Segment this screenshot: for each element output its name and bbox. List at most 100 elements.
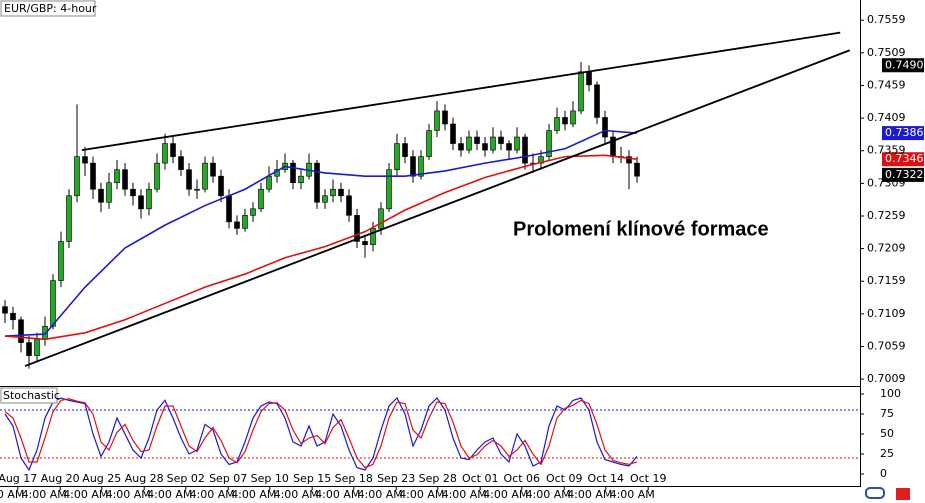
candle-body <box>178 156 184 170</box>
y-tick-label: 0.7259 <box>867 209 906 222</box>
candle-body <box>362 241 368 246</box>
candle-body <box>138 195 144 210</box>
candle-body <box>114 169 120 184</box>
candle-body <box>474 136 480 144</box>
y-tick-label: 0.7509 <box>867 46 906 59</box>
x-time-label: 4:00 AM <box>483 488 528 501</box>
plot-layer <box>0 19 924 490</box>
candle-body <box>482 143 488 151</box>
x-tick-label: Aug 25 <box>82 472 121 485</box>
y-tick-label: 25 <box>880 447 894 460</box>
x-tick-label: Aug 17 <box>0 472 37 485</box>
y-tick-label: 0.7359 <box>867 144 906 157</box>
candle-body <box>298 175 304 184</box>
candle-body <box>578 71 584 112</box>
candle-body <box>514 136 520 151</box>
x-time-label: 4:00 AM <box>610 488 655 501</box>
moving-average <box>4 129 638 337</box>
x-tick-label: Aug 28 <box>125 472 164 485</box>
x-tick-label: Oct 09 <box>546 472 583 485</box>
candle-body <box>234 221 240 229</box>
x-tick-label: Sep 15 <box>293 472 331 485</box>
x-time-label: 4:00 AM <box>274 488 319 501</box>
candle-body <box>506 143 512 151</box>
y-tick-label: 0 <box>880 467 887 480</box>
candle-body <box>450 123 456 144</box>
candle-body <box>98 188 104 203</box>
x-tick-label: Sep 28 <box>419 472 457 485</box>
price-label-box <box>882 152 924 167</box>
candle-body <box>258 188 264 210</box>
y-tick-label: 0.7559 <box>867 13 906 26</box>
y-tick-label: 0.7459 <box>867 78 906 91</box>
candle-body <box>106 182 112 203</box>
candle-body <box>34 339 40 356</box>
x-tick-label: Oct 01 <box>462 472 499 485</box>
title-box <box>0 0 96 17</box>
price-label-box <box>882 167 924 182</box>
candle-body <box>562 117 568 125</box>
annotation: Prolomení klínové formace <box>513 218 769 240</box>
candle-body <box>522 136 528 164</box>
candle-body <box>402 143 408 157</box>
candle-body <box>194 188 200 191</box>
candle-body <box>250 208 256 216</box>
candle-body <box>602 117 608 138</box>
x-time-label: 4:00 AM <box>63 488 108 501</box>
candle-body <box>122 169 128 190</box>
trend-line <box>24 49 851 367</box>
candle-body <box>170 143 176 157</box>
candle-body <box>218 175 224 197</box>
x-tick-label: Oct 14 <box>588 472 625 485</box>
candle-body <box>410 156 416 177</box>
candle-body <box>10 312 16 321</box>
candle-body <box>26 342 32 356</box>
candle-body <box>154 162 160 190</box>
link-icon[interactable] <box>865 487 885 499</box>
y-tick-label: 0.7409 <box>867 111 906 124</box>
x-time-label: 4:00 AM <box>147 488 192 501</box>
chart-title: EUR/GBP: 4-hour <box>4 2 97 15</box>
candle-body <box>498 136 504 144</box>
candle-body <box>202 162 208 190</box>
candle-body <box>466 136 472 151</box>
stochastic-line <box>4 398 638 469</box>
candle-body <box>386 169 392 210</box>
y-tick-label: 50 <box>880 427 894 440</box>
price-label-box <box>882 58 924 73</box>
close-icon[interactable] <box>896 488 910 500</box>
x-tick-label: Sep 10 <box>251 472 289 485</box>
candle-body <box>442 110 448 125</box>
x-tick-label: Sep 02 <box>167 472 205 485</box>
x-time-label: 4:00 AM <box>22 488 67 501</box>
y-tick-label: 0.7059 <box>867 340 906 353</box>
candle-body <box>58 241 64 281</box>
x-time-label: 4:00 AM <box>526 488 571 501</box>
y-tick-label: 0.7159 <box>867 274 906 287</box>
x-tick-label: Oct 06 <box>504 472 541 485</box>
y-tick-label: 75 <box>880 407 894 420</box>
trend-line <box>81 31 841 151</box>
candle-body <box>418 156 424 177</box>
y-tick-label: 0.7209 <box>867 242 906 255</box>
y-tick-label: 100 <box>880 387 901 400</box>
candle-body <box>546 130 552 157</box>
x-time-label: 4:00 AM <box>358 488 403 501</box>
x-time-label: 4:00 AM <box>399 488 444 501</box>
x-time-label: 4:00 AM <box>106 488 151 501</box>
x-time-label: 4:00 AM <box>0 488 24 501</box>
y-tick-label: 0.7109 <box>867 307 906 320</box>
candle-body <box>370 228 376 246</box>
x-time-label: 4:00 AM <box>190 488 235 501</box>
candle-body <box>90 162 96 190</box>
indicator-title: Stochastic <box>3 389 60 402</box>
moving-average <box>4 154 638 341</box>
x-tick-label: Sep 18 <box>335 472 373 485</box>
stochastic-line <box>4 396 638 472</box>
candle-body <box>66 195 72 242</box>
indicator-title-box <box>0 387 58 404</box>
candle-body <box>354 215 360 242</box>
candle-body <box>314 162 320 203</box>
